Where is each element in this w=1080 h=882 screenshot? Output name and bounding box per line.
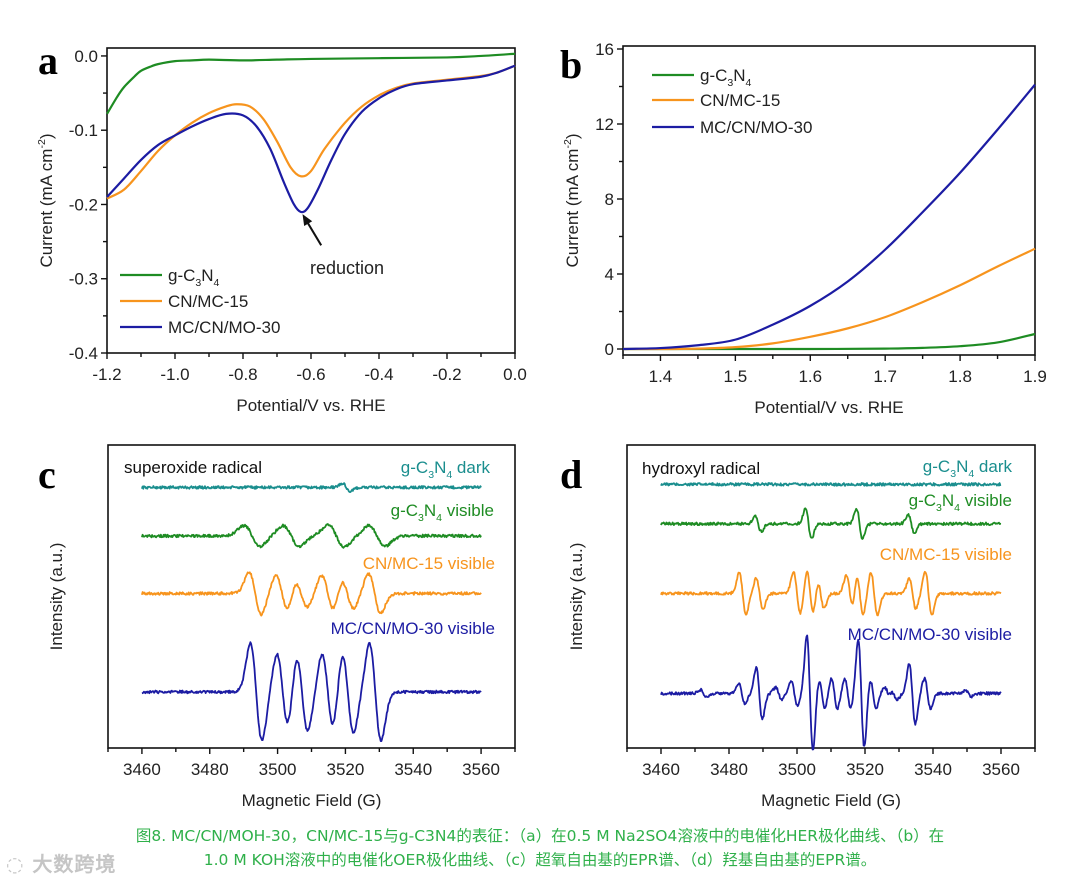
- legend-label: g-C3N4​: [168, 266, 220, 289]
- x-tick-label: 3560: [982, 760, 1020, 779]
- caption-line-1: 图8. MC/CN/MOH-30，CN/MC-15与g-C3N4的表征：（a）在…: [135, 827, 945, 845]
- y-axis-label: Intensity (a.u.): [47, 543, 66, 651]
- panel-title: hydroxyl radical: [642, 459, 760, 478]
- x-tick-label: 3460: [642, 760, 680, 779]
- panel-letter: c: [38, 452, 56, 497]
- x-tick-label: 1.5: [724, 367, 748, 386]
- plot-frame: [622, 45, 1036, 356]
- y-tick-label: 0: [605, 340, 614, 359]
- x-tick-label: 3540: [914, 760, 952, 779]
- legend-label: CN/MC-15: [168, 292, 248, 311]
- y-axis-label: Current (mA cm-2): [562, 133, 582, 267]
- x-tick-label: 1.9: [1023, 367, 1047, 386]
- plot-frame: [107, 444, 516, 749]
- panel-d: d 3460 3480 3500 3520 3540 3560 Magnetic Field …: [560, 444, 1036, 810]
- x-axis-label: Potential/V vs. RHE: [754, 398, 903, 417]
- watermark-text: 大数跨境: [32, 852, 117, 876]
- x-tick-label: 1.4: [649, 367, 673, 386]
- epr-spectrum-g-c3n4-dark: [141, 482, 482, 493]
- y-axis-label: Intensity (a.u.): [567, 543, 586, 651]
- series-line-cn-mc-15: [622, 247, 1036, 351]
- legend-label: MC/CN/MO-30: [700, 118, 812, 137]
- x-tick-label: -1.0: [160, 365, 189, 384]
- panel-letter: d: [560, 452, 582, 497]
- x-tick-label: 3560: [462, 760, 500, 779]
- x-tick-label: 3500: [259, 760, 297, 779]
- x-tick-label: -0.2: [432, 365, 461, 384]
- series-line-mc-cn-mo-30: [106, 64, 516, 214]
- x-tick-label: 1.7: [873, 367, 897, 386]
- legend-label: g-C3N4​: [700, 66, 752, 89]
- epr-spectrum-g-c3n4-dark: [660, 482, 1002, 487]
- figure-caption: 图8. MC/CN/MOH-30，CN/MC-15与g-C3N4的表征：（a）在…: [20, 824, 1060, 872]
- panel-b: b 1.4 1.5 1.6 1.7 1.8 1.9 Potential/V vs. RHE Cu…: [560, 40, 1047, 417]
- caption-line-2: 1.0 M KOH溶液中的电催化OER极化曲线、（c）超氧自由基的EPR谱、（d…: [203, 851, 877, 869]
- series-line-mc-cn-mo-30: [622, 83, 1036, 351]
- x-axis-label: Potential/V vs. RHE: [236, 396, 385, 415]
- annotation-text: reduction: [310, 258, 384, 278]
- panel-c: c 3460 3480 3500 3520 3540 3560 Magnetic Field …: [38, 444, 516, 810]
- epr-spectrum-mc-cn-mo-30-visible: [141, 641, 482, 742]
- x-axis-label: Magnetic Field (G): [761, 791, 901, 810]
- x-tick-label: -0.4: [364, 365, 393, 384]
- series-label: g-C3N4 dark: [401, 458, 491, 481]
- annotation-arrow-head: [302, 214, 313, 227]
- series-line-g-c3n4: [106, 52, 516, 115]
- annotation-arrow-shaft: [306, 221, 323, 246]
- series-label: CN/MC-15 visible: [880, 545, 1012, 564]
- x-tick-label: -0.8: [228, 365, 257, 384]
- y-tick-label: 0.0: [74, 47, 98, 66]
- y-axis-label: Current (mA cm-2): [36, 133, 56, 267]
- epr-spectrum-g-c3n4-visible: [660, 507, 1002, 540]
- series-label: MC/CN/MO-30 visible: [848, 625, 1012, 644]
- y-tick-label: 16: [595, 40, 614, 59]
- series-label: CN/MC-15 visible: [363, 554, 495, 573]
- x-tick-label: 3480: [191, 760, 229, 779]
- series-label: g-C3N4 visible: [391, 501, 494, 524]
- x-tick-label: 3520: [327, 760, 365, 779]
- epr-spectrum-g-c3n4-visible: [141, 523, 482, 549]
- epr-spectrum-cn-mc-15-visible: [660, 570, 1002, 617]
- panel-title: superoxide radical: [124, 458, 262, 477]
- x-tick-label: -0.6: [296, 365, 325, 384]
- watermark-logo: ◌ 大数跨境: [6, 852, 117, 876]
- epr-spectrum-mc-cn-mo-30-visible: [660, 634, 1002, 751]
- series-line-cn-mc-15: [106, 64, 516, 200]
- y-tick-label: 8: [605, 190, 614, 209]
- series-label: MC/CN/MO-30 visible: [331, 619, 495, 638]
- x-tick-label: 1.8: [948, 367, 972, 386]
- x-tick-label: -1.2: [92, 365, 121, 384]
- x-axis-label: Magnetic Field (G): [242, 791, 382, 810]
- y-tick-label: -0.4: [69, 344, 98, 363]
- legend-label: MC/CN/MO-30: [168, 318, 280, 337]
- x-tick-label: 0.0: [503, 365, 527, 384]
- x-tick-label: 3520: [846, 760, 884, 779]
- x-tick-label: 3500: [778, 760, 816, 779]
- x-tick-label: 3460: [123, 760, 161, 779]
- x-tick-label: 3480: [710, 760, 748, 779]
- x-tick-label: 1.6: [798, 367, 822, 386]
- y-tick-label: 12: [595, 115, 614, 134]
- panel-a: a -1.2 -1.0 -0.8 -0.6 -0.4 -0.2 0.0 Potential/V …: [36, 38, 527, 415]
- figure-panels: a -1.2 -1.0 -0.8 -0.6 -0.4 -0.2 0.0 Potential/V …: [36, 38, 1047, 810]
- series-label: g-C3N4 dark: [923, 457, 1013, 480]
- series-label: g-C3N4 visible: [909, 491, 1012, 514]
- y-tick-label: -0.3: [69, 270, 98, 289]
- x-tick-label: 3540: [394, 760, 432, 779]
- y-tick-label: -0.2: [69, 195, 98, 214]
- y-tick-label: 4: [605, 265, 614, 284]
- epr-spectrum-cn-mc-15-visible: [141, 571, 482, 617]
- panel-letter: b: [560, 42, 582, 87]
- y-tick-label: -0.1: [69, 121, 98, 140]
- panel-letter: a: [38, 38, 58, 83]
- legend-label: CN/MC-15: [700, 91, 780, 110]
